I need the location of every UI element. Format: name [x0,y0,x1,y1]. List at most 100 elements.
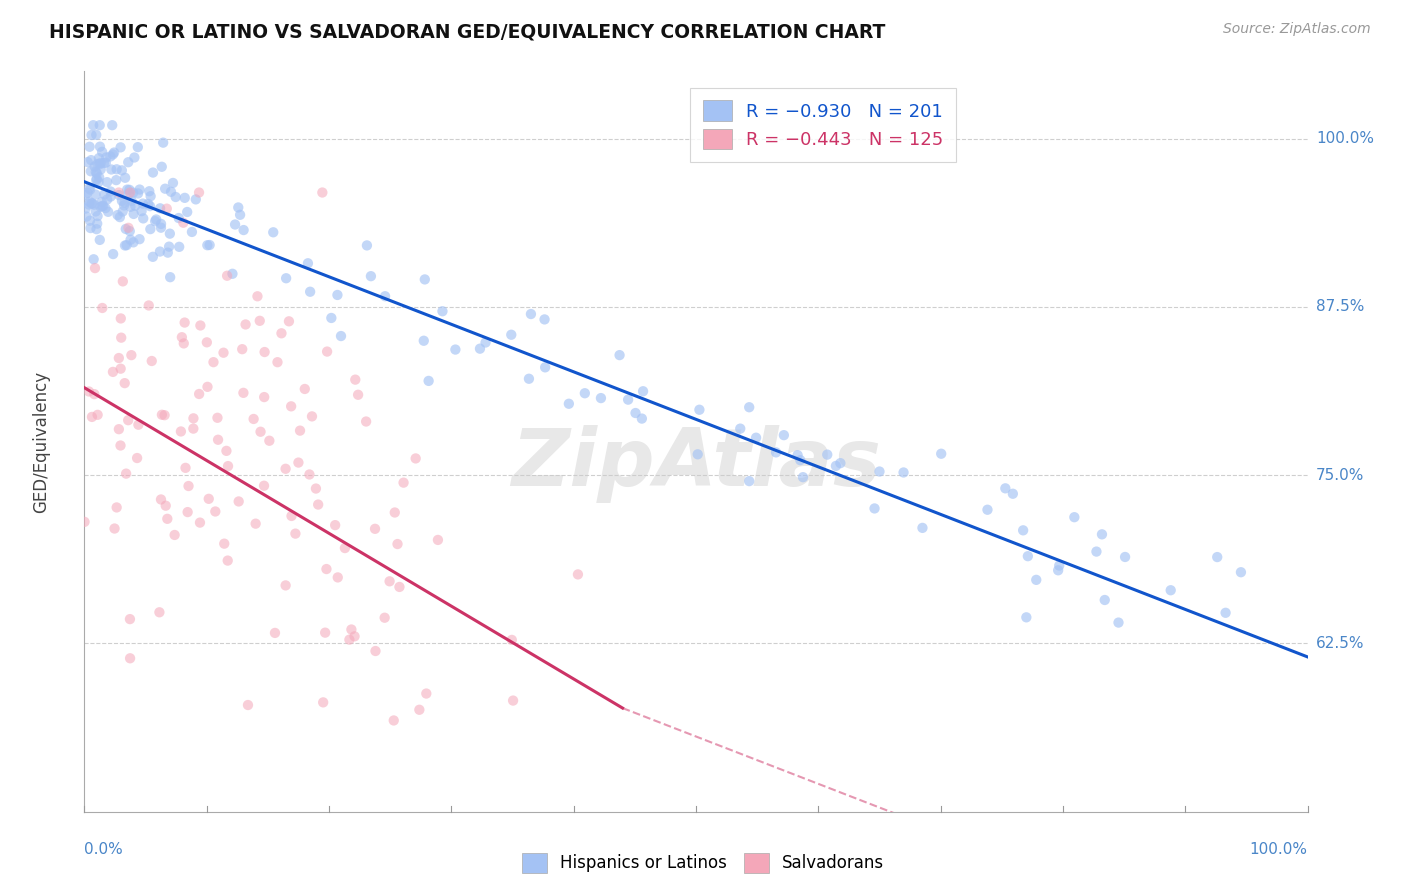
Point [589,391,612,405]
Point [82,196,104,211]
Point [80,153,103,168]
Point [738,401,761,415]
Point [86,157,108,171]
Point [153,182,176,196]
Point [150,408,173,422]
Point [343,629,366,643]
Point [103,522,125,536]
Point [111,163,134,178]
Text: GED/Equivalency: GED/Equivalency [32,370,51,513]
Point [221,267,243,281]
Point [728,422,751,436]
Point [84,128,107,142]
Point [278,314,301,328]
Point [284,526,307,541]
Point [1114,549,1136,564]
Point [374,611,396,625]
Point [128,183,150,197]
Point [405,451,427,466]
Point [1063,510,1085,524]
Point [96,193,118,207]
Point [738,474,761,488]
Point [382,714,405,728]
Point [316,344,339,359]
Point [167,240,190,254]
Text: 100.0%: 100.0% [1316,131,1374,146]
Point [89,170,111,185]
Point [124,151,146,165]
Point [79,194,101,209]
Point [1094,593,1116,607]
Point [686,447,709,461]
Point [413,272,436,286]
Point [911,521,934,535]
Point [174,460,197,475]
Point [100,189,122,203]
Point [87,175,110,189]
Point [82,118,104,132]
Point [1047,558,1070,573]
Point [111,274,134,288]
Point [173,336,195,351]
Point [172,216,194,230]
Point [117,413,139,427]
Point [90,194,112,209]
Point [617,392,640,407]
Point [378,574,401,589]
Point [408,703,430,717]
Point [173,191,195,205]
Point [127,417,149,432]
Point [226,201,249,215]
Point [217,553,239,567]
Text: 87.5%: 87.5% [1316,300,1364,314]
Point [89,157,111,171]
Point [114,195,136,210]
Point [266,355,288,369]
Point [249,425,271,439]
Point [100,162,122,177]
Point [131,204,153,219]
Point [97,204,120,219]
Point [149,492,172,507]
Point [91,199,114,213]
Point [830,456,852,470]
Point [305,482,328,496]
Point [93,156,115,170]
Point [1091,527,1114,541]
Point [242,412,264,426]
Point [120,186,142,200]
Point [118,183,141,197]
Point [136,197,159,211]
Point [197,380,219,394]
Text: 62.5%: 62.5% [1316,636,1364,651]
Point [354,415,377,429]
Point [207,410,229,425]
Point [190,318,212,333]
Point [149,202,172,216]
Point [79,221,101,235]
Point [108,210,131,224]
Point [520,307,543,321]
Point [360,269,382,284]
Point [103,145,125,160]
Point [173,316,195,330]
Point [122,207,145,221]
Point [253,390,276,404]
Point [127,186,149,201]
Point [1160,583,1182,598]
Point [90,156,112,170]
Point [474,335,496,350]
Point [114,222,136,236]
Point [195,238,218,252]
Point [156,245,179,260]
Point [815,448,838,462]
Point [863,501,886,516]
Point [80,409,103,424]
Point [110,140,132,154]
Point [120,233,142,247]
Point [215,443,238,458]
Point [418,374,440,388]
Point [212,345,235,359]
Point [167,211,190,225]
Point [1015,610,1038,624]
